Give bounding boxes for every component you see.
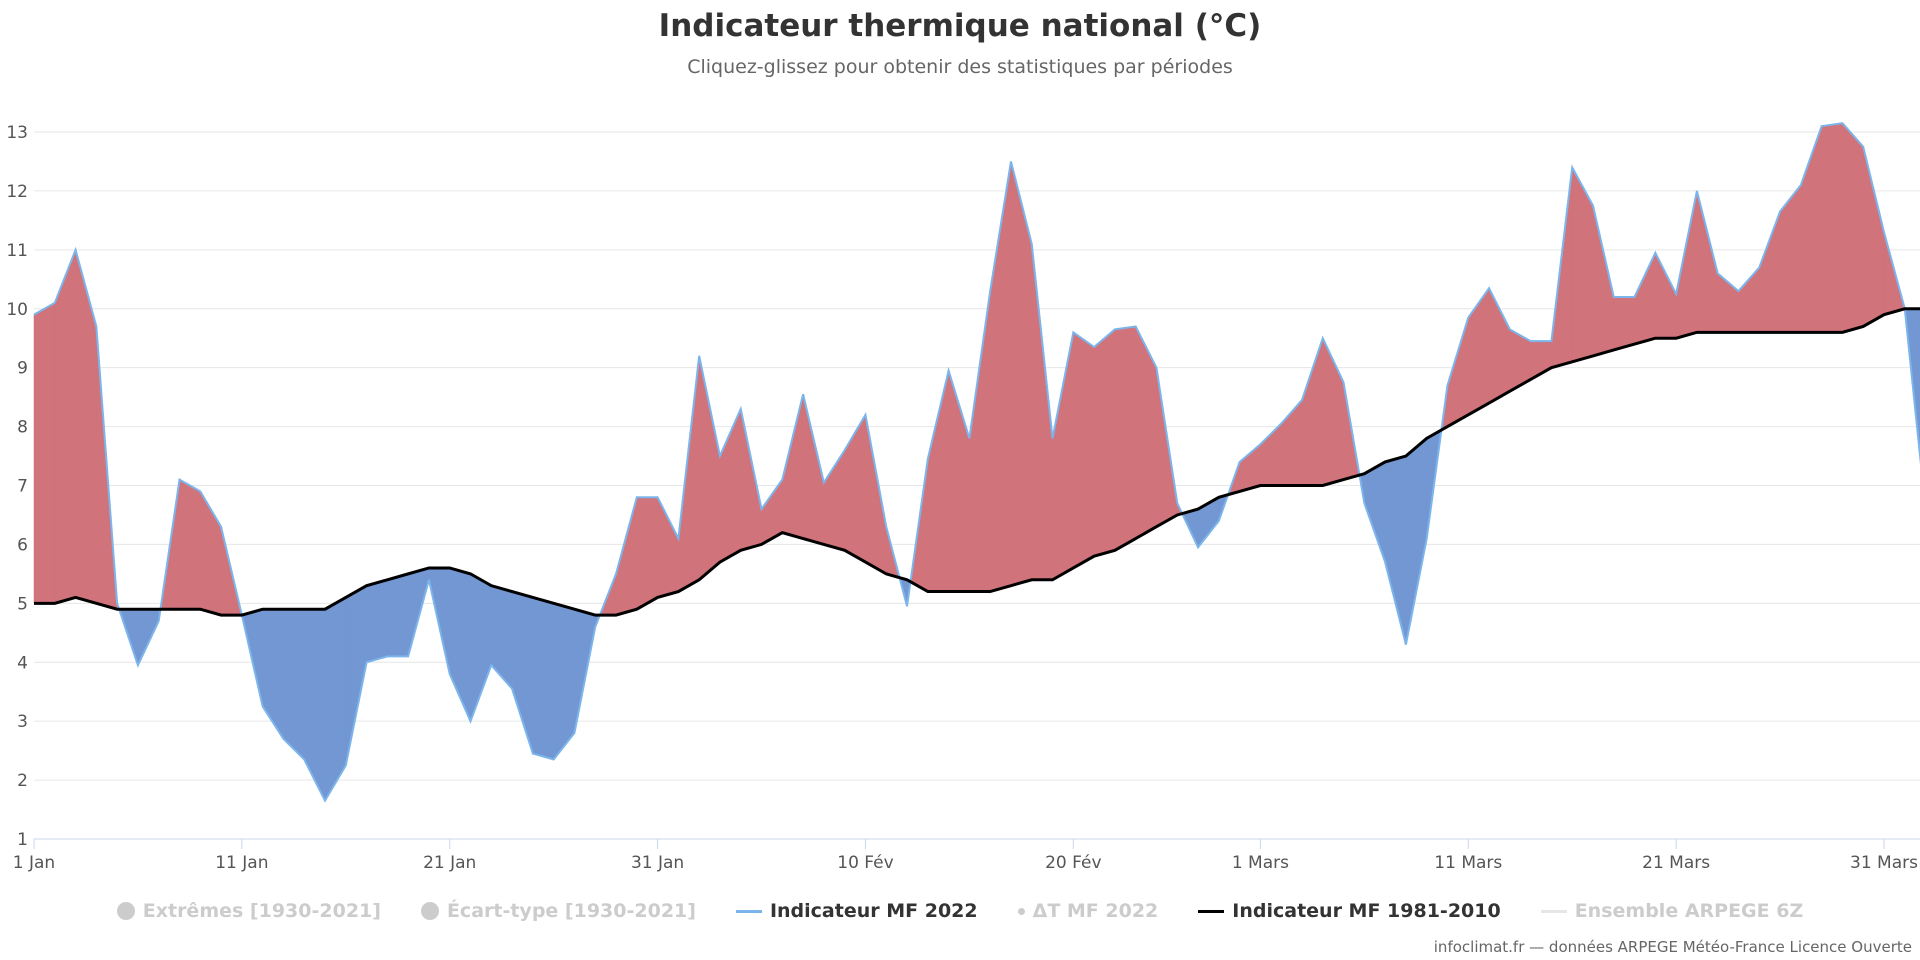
legend-line-icon [1198, 909, 1225, 913]
y-tick-label: 1 [17, 830, 28, 850]
legend-item[interactable]: ΔT MF 2022 [1017, 900, 1159, 922]
legend-label: Extrêmes [1930-2021] [142, 900, 381, 922]
legend-item[interactable]: Indicateur MF 2022 [735, 900, 978, 922]
area-above-normal [1052, 332, 1074, 581]
x-tick-label: 20 Fév [1045, 853, 1101, 873]
y-tick-label: 11 [6, 241, 28, 261]
area-above-normal [1135, 326, 1157, 539]
x-tick-label: 31 Jan [631, 853, 684, 873]
area-below-normal [1405, 437, 1427, 645]
area-above-normal [75, 249, 97, 604]
y-tick-label: 6 [17, 535, 28, 555]
y-tick-label: 2 [17, 771, 28, 791]
credit-text: infoclimat.fr — données ARPEGE Météo-Fra… [1433, 938, 1912, 956]
y-tick-label: 9 [17, 359, 28, 379]
area-below-normal [283, 608, 305, 761]
x-tick-label: 31 Mars [1850, 853, 1918, 873]
y-tick-label: 5 [17, 594, 28, 614]
legend-label: Indicateur MF 2022 [769, 900, 978, 922]
area-below-normal [532, 597, 554, 760]
x-tick-label: 1 Mars [1232, 853, 1289, 873]
area-below-normal [1384, 455, 1407, 645]
series-line-2022 [33, 122, 1920, 803]
legend-line-icon [1540, 909, 1567, 913]
x-tick-label: 10 Fév [837, 853, 893, 873]
x-axis: 1 Jan 11 Jan 21 Jan 31 Jan 10 Fév 20 Fév 1 Mar… [13, 838, 1920, 873]
area-below-normal [303, 608, 326, 801]
area-above-normal [33, 302, 56, 604]
series-line-normal-1981-2010 [34, 307, 1920, 617]
y-tick-label: 7 [17, 477, 28, 497]
area-above-normal [1862, 146, 1885, 327]
legend-small-dot-icon [1017, 907, 1025, 915]
area-below-normal [387, 573, 409, 657]
legend-dot-icon [420, 902, 439, 920]
legend-item[interactable]: Indicateur MF 1981-2010 [1198, 900, 1501, 922]
area-above-normal [657, 497, 679, 598]
x-tick-label: 1 Jan [13, 853, 55, 873]
x-tick-label: 21 Jan [423, 853, 476, 873]
legend: Extrêmes [1930-2021] Écart-type [1930-202… [0, 900, 1920, 922]
area-below-normal [366, 579, 388, 663]
area-above-normal [1010, 161, 1033, 586]
y-tick-label: 8 [17, 418, 28, 438]
area-above-normal [1842, 122, 1864, 333]
legend-item[interactable]: Extrêmes [1930-2021] [116, 900, 381, 922]
area-above-normal [1073, 331, 1095, 569]
y-tick-label: 4 [17, 653, 28, 673]
legend-label: Écart-type [1930-2021] [446, 900, 696, 922]
y-tick-label: 12 [6, 182, 28, 202]
area-above-normal [1093, 328, 1116, 557]
y-tick-label: 13 [6, 123, 28, 143]
area-above-normal [636, 497, 658, 610]
area-above-normal [1114, 326, 1136, 551]
x-tick-label: 11 Jan [215, 853, 268, 873]
area-above-normal [179, 479, 201, 610]
legend-label: ΔT MF 2022 [1032, 900, 1159, 922]
area-above-normal [740, 408, 762, 551]
x-tick-label: 21 Mars [1642, 853, 1710, 873]
area-below-normal [491, 585, 513, 690]
area-above-normal [1301, 338, 1324, 486]
area-below-normal [470, 573, 492, 722]
x-tick-label: 11 Mars [1434, 853, 1502, 873]
area-above-normal [1468, 287, 1490, 416]
legend-item[interactable]: Écart-type [1930-2021] [420, 900, 696, 922]
area-below-normal [262, 608, 284, 740]
area-above-normal [844, 413, 866, 563]
legend-label: Ensemble ARPEGE 6Z [1574, 900, 1804, 922]
area-above-normal [615, 497, 638, 616]
legend-line-icon [735, 909, 762, 913]
area-below-normal [511, 591, 534, 754]
area-above-normal [1488, 288, 1511, 404]
area-above-normal [865, 414, 887, 575]
chart-subtitle: Cliquez-glissez pour obtenir des statist… [687, 56, 1233, 78]
area-above-normal [698, 355, 721, 581]
area-above-normal [1634, 252, 1656, 345]
area-above-normal [1239, 443, 1261, 492]
legend-label: Indicateur MF 1981-2010 [1232, 900, 1501, 922]
anomaly-areas [33, 122, 1920, 802]
area-above-normal [1759, 211, 1781, 333]
legend-item[interactable]: Ensemble ARPEGE 6Z [1540, 900, 1804, 922]
area-above-normal [1821, 122, 1843, 333]
area-above-normal [1738, 266, 1760, 333]
area-above-normal [1613, 296, 1635, 351]
series-lines [33, 122, 1920, 803]
area-above-normal [969, 291, 991, 592]
y-tick-label: 3 [17, 712, 28, 732]
legend-dot-icon [116, 902, 135, 920]
area-above-normal [1571, 167, 1594, 363]
y-tick-label: 10 [6, 300, 28, 320]
area-above-normal [54, 249, 76, 604]
area-above-normal [927, 370, 949, 592]
area-above-normal [1655, 252, 1677, 339]
chart-title: Indicateur thermique national (°C) [658, 8, 1262, 44]
area-above-normal [1675, 190, 1698, 339]
